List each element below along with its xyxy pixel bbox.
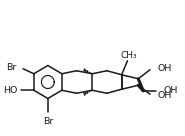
Text: HO: HO bbox=[3, 86, 17, 95]
Text: OH: OH bbox=[164, 86, 178, 95]
Text: CH₃: CH₃ bbox=[120, 51, 137, 60]
Text: OH: OH bbox=[158, 64, 172, 73]
Text: OH: OH bbox=[158, 91, 172, 100]
Text: Br: Br bbox=[43, 117, 53, 126]
Text: Br: Br bbox=[6, 63, 16, 72]
